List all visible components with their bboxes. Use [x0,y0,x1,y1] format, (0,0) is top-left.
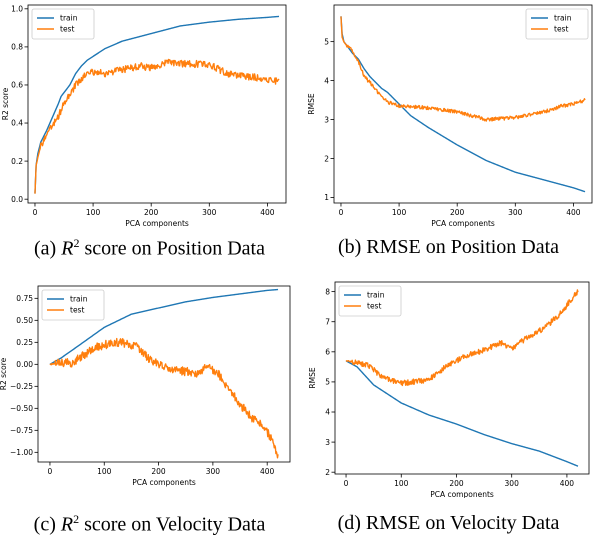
legend-label-train: train [367,291,385,300]
y-tick-label: 0.25 [16,338,33,347]
x-tick-label: 100 [394,479,409,488]
x-tick-label: 400 [260,208,275,217]
legend: train test [41,289,105,321]
caption-d: (d) RMSE on Velocity Data [337,512,560,534]
series-line-train [49,288,279,365]
plot-frame [334,281,590,475]
x-tick-label: 200 [450,208,465,217]
y-tick-label: 2 [324,154,329,163]
y-tick-label: 0.8 [11,43,23,52]
legend-label-train: train [70,295,88,304]
caption-b: (b) RMSE on Position Data [337,236,560,258]
caption-c: (c) R2 score on Velocity Data [33,512,266,536]
legend-label-train: train [60,14,78,23]
plot-frame [37,285,291,463]
y-tick-label: 0.75 [16,294,33,303]
y-axis-label: R2 score [0,357,8,390]
legend: train test [31,8,95,40]
y-tick-label: 3 [325,438,330,447]
y-tick-label: 8 [325,287,330,296]
legend-box [41,289,105,321]
series-line-train [340,16,586,193]
y-tick-label: 5 [324,37,329,46]
x-tick-label: 0 [33,208,38,217]
series-line-test [34,58,280,194]
series-line-train [34,15,280,194]
y-tick-label: 0.50 [16,316,33,325]
y-tick-label: 4 [324,76,329,85]
chart-panel-c: 0 100 200 300 400 0.75 0.50 0.25 0.00 −0.25 −0.50 −… [0,278,299,498]
x-tick-label: 200 [151,467,166,476]
x-tick-label: 100 [392,208,407,217]
x-tick-label: 300 [505,479,520,488]
y-tick-label: 0.4 [11,119,23,128]
x-tick-label: 0 [48,467,53,476]
legend: train test [338,285,402,317]
x-tick-label: 100 [86,208,101,217]
legend-box [525,8,589,40]
legend-label-test: test [367,302,381,311]
series-line-train [345,360,579,467]
legend-label-train: train [554,14,572,23]
plot-frame [333,4,593,204]
x-tick-label: 300 [206,467,221,476]
series-line-test [49,337,279,459]
y-tick-label: 3 [324,115,329,124]
y-tick-label: −0.25 [10,382,33,391]
y-tick-label: 1.0 [11,5,23,14]
x-tick-label: 200 [144,208,159,217]
chart-panel-a: 0 100 200 300 400 0.0 0.2 0.4 0.6 0.8 1.0 PCA compo… [0,0,299,235]
x-tick-label: 100 [97,467,112,476]
chart-panel-d: 0 100 200 300 400 2 3 4 5 6 7 8 PCA components RMSE tr… [299,278,598,499]
x-axis-label: PCA components [132,478,196,487]
series-line-test [345,289,579,387]
y-tick-label: 4 [325,408,330,417]
legend: train test [525,8,589,40]
y-axis-label: R2 score [1,87,10,120]
chart-rmse-position: 0 100 200 300 400 1 2 3 4 5 PCA components RMSE trai… [307,4,593,228]
y-tick-label: 1 [324,193,329,202]
y-tick-label: 0.00 [16,360,33,369]
chart-r2-velocity: 0 100 200 300 400 0.75 0.50 0.25 0.00 −0.25 −0.50 −… [0,285,291,487]
x-tick-label: 200 [449,479,464,488]
y-tick-label: 0.2 [11,157,23,166]
caption-a: (a) R2 score on Position Data [34,236,265,260]
x-axis-label: PCA components [430,490,494,498]
y-tick-label: −1.00 [10,448,33,457]
x-axis-label: PCA components [125,219,189,228]
x-tick-label: 300 [508,208,523,217]
legend-label-test: test [70,306,84,315]
chart-rmse-velocity: 0 100 200 300 400 2 3 4 5 6 7 8 PCA components RMSE tr… [308,281,590,499]
x-tick-label: 300 [202,208,217,217]
legend-box [338,285,402,317]
chart-r2-position: 0 100 200 300 400 0.0 0.2 0.4 0.6 0.8 1.0 PCA compo… [1,4,287,228]
y-tick-label: 0.6 [11,81,23,90]
y-axis-label: RMSE [307,93,316,114]
y-tick-label: −0.50 [10,404,33,413]
x-axis-label: PCA components [431,219,495,228]
plot-frame [27,4,287,204]
legend-label-test: test [60,25,74,34]
y-axis-label: RMSE [308,367,317,388]
legend-box [31,8,95,40]
x-tick-label: 400 [560,479,575,488]
x-tick-label: 0 [339,208,344,217]
y-tick-label: 7 [325,317,330,326]
y-tick-label: 6 [325,348,330,357]
series-line-test [340,16,586,122]
chart-panel-b: 0 100 200 300 400 1 2 3 4 5 PCA components RMSE trai… [299,0,598,235]
legend-label-test: test [554,25,568,34]
y-tick-label: 5 [325,378,330,387]
x-tick-label: 0 [344,479,349,488]
y-tick-label: 0.0 [11,195,23,204]
y-tick-label: 2 [325,468,330,477]
x-tick-label: 400 [260,467,275,476]
x-tick-label: 400 [566,208,581,217]
y-tick-label: −0.75 [10,426,33,435]
